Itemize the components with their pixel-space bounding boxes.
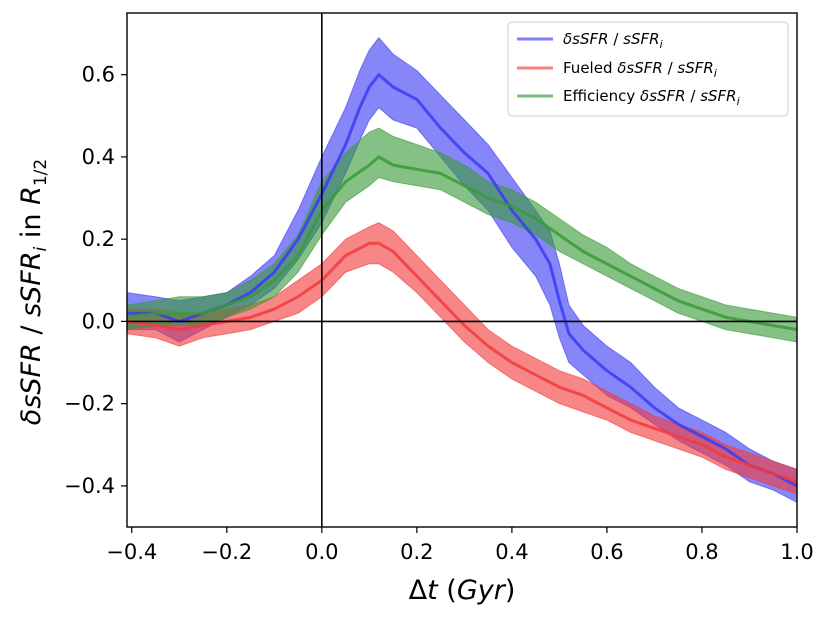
x-tick-label: 0.0 (305, 540, 338, 564)
x-tick-label: −0.2 (201, 540, 252, 564)
legend: δsSFR / sSFRi Fueled δsSFR / sSFRi Effic… (507, 21, 789, 117)
y-tick-label: −0.2 (64, 392, 115, 416)
x-tick-label: 0.4 (495, 540, 528, 564)
line-fueled (126, 241, 798, 484)
plot-frame (126, 12, 798, 528)
y-tick-label: −0.4 (64, 474, 115, 498)
line-total (127, 73, 798, 488)
y-axis-title: δsSFR / sSFRi in R1/2 (16, 159, 51, 425)
legend-label-fueled: Fueled δsSFR / sSFRi (563, 59, 717, 80)
reference-lines (127, 13, 797, 527)
y-tick-label: 0.6 (82, 63, 115, 87)
x-tick-label: 1.0 (780, 540, 813, 564)
x-axis-ticks: −0.4 −0.2 0.0 0.2 0.4 0.6 0.8 1.0 (106, 527, 814, 564)
legend-label-efficiency: Efficiency δsSFR / sSFRi (563, 87, 740, 108)
series-lines (126, 73, 798, 488)
y-tick-label: 0.4 (82, 145, 115, 169)
x-tick-label: 0.2 (400, 540, 433, 564)
legend-box (507, 21, 789, 117)
x-tick-label: 0.6 (590, 540, 623, 564)
axes-frame (126, 12, 798, 528)
band-fueled (126, 222, 798, 495)
x-tick-label: 0.8 (685, 540, 718, 564)
line-efficiency (126, 155, 798, 332)
legend-label-total: δsSFR / sSFRi (563, 30, 663, 51)
y-tick-label: 0.2 (82, 227, 115, 251)
y-tick-label: 0.0 (82, 309, 115, 333)
x-tick-label: −0.4 (106, 540, 157, 564)
y-axis-ticks: −0.4 −0.2 0.0 0.2 0.4 0.6 (64, 63, 127, 498)
x-axis-title: Δt (Gyr) (409, 575, 516, 606)
